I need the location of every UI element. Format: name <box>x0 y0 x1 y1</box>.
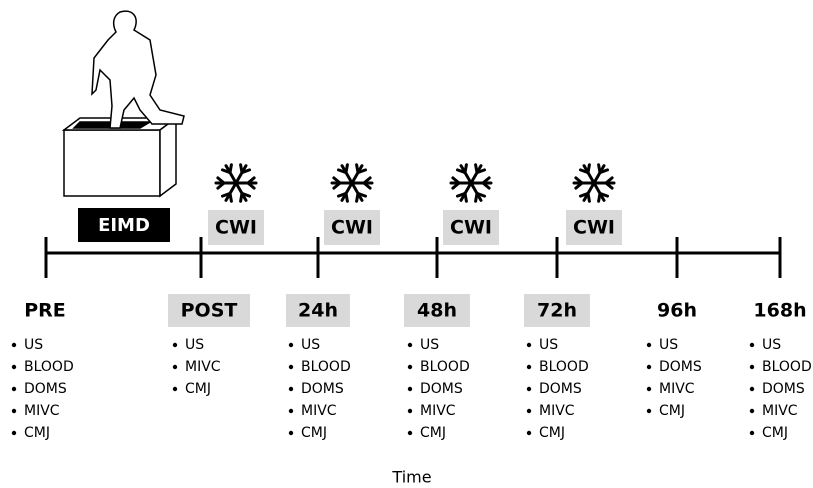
bullet <box>172 364 178 370</box>
measure: US <box>301 337 320 353</box>
cwi-box <box>208 210 264 245</box>
measure: CMJ <box>185 381 211 397</box>
bullet <box>646 364 652 370</box>
measure: MIVC <box>24 403 60 419</box>
measure: MIVC <box>659 381 695 397</box>
measure: CMJ <box>659 403 685 419</box>
bullet <box>646 342 652 348</box>
label-box <box>168 294 250 327</box>
time-label: 96h <box>657 300 697 322</box>
bullet <box>11 430 17 436</box>
bullet <box>288 386 294 392</box>
measure: CMJ <box>301 425 327 441</box>
bullet <box>749 430 755 436</box>
cwi-box <box>324 210 380 245</box>
bullet <box>288 342 294 348</box>
measure: MIVC <box>301 403 337 419</box>
measure: DOMS <box>539 381 582 397</box>
bullet <box>288 364 294 370</box>
bullet <box>288 430 294 436</box>
measure: BLOOD <box>301 359 351 375</box>
cwi-label: CWI <box>573 217 615 239</box>
bullet <box>11 342 17 348</box>
measure: DOMS <box>659 359 702 375</box>
measure: US <box>539 337 558 353</box>
time-label: 48h <box>417 300 457 322</box>
bullet <box>526 364 532 370</box>
snowflake <box>214 163 258 203</box>
bullet <box>749 364 755 370</box>
eimd-box <box>78 208 170 242</box>
bullet <box>526 386 532 392</box>
cwi-label: CWI <box>450 217 492 239</box>
snowflake <box>572 163 616 203</box>
bullet <box>407 342 413 348</box>
measure: MIVC <box>539 403 575 419</box>
measure: US <box>659 337 678 353</box>
bullet <box>407 408 413 414</box>
measure: DOMS <box>301 381 344 397</box>
axis-label: Time <box>391 468 431 487</box>
measure: MIVC <box>185 359 221 375</box>
label-box <box>404 294 470 327</box>
measure: MIVC <box>420 403 456 419</box>
measure: US <box>420 337 439 353</box>
box-illustration <box>61 10 185 198</box>
bullet <box>288 408 294 414</box>
measure: US <box>185 337 204 353</box>
measure: BLOOD <box>420 359 470 375</box>
cwi-box <box>443 210 499 245</box>
bullet <box>172 386 178 392</box>
measure: CMJ <box>420 425 446 441</box>
measure: CMJ <box>24 425 50 441</box>
cwi-label: CWI <box>215 217 257 239</box>
bullet <box>749 342 755 348</box>
bullet <box>11 386 17 392</box>
measure: BLOOD <box>762 359 812 375</box>
cwi-box <box>566 210 622 245</box>
measure: US <box>762 337 781 353</box>
bullet <box>407 386 413 392</box>
bullet <box>749 408 755 414</box>
measure: DOMS <box>420 381 463 397</box>
time-label: PRE <box>24 300 66 322</box>
label-box <box>524 294 590 327</box>
measure: BLOOD <box>539 359 589 375</box>
bullet <box>646 408 652 414</box>
time-label: POST <box>181 300 238 322</box>
bullet <box>407 430 413 436</box>
time-label: 24h <box>298 300 338 322</box>
measure: BLOOD <box>24 359 74 375</box>
eimd-label: EIMD <box>98 215 150 236</box>
bullet <box>526 342 532 348</box>
bullet <box>646 386 652 392</box>
bullet <box>11 408 17 414</box>
cwi-label: CWI <box>331 217 373 239</box>
measure: CMJ <box>762 425 788 441</box>
bullet <box>172 342 178 348</box>
measure: DOMS <box>24 381 67 397</box>
measure: US <box>24 337 43 353</box>
measure: MIVC <box>762 403 798 419</box>
bullet <box>11 364 17 370</box>
time-label: 72h <box>537 300 577 322</box>
snowflake <box>449 163 493 203</box>
label-box <box>286 294 350 327</box>
time-label: 168h <box>753 300 806 322</box>
bullet <box>407 364 413 370</box>
bullet <box>526 408 532 414</box>
measure: DOMS <box>762 381 805 397</box>
measure: CMJ <box>539 425 565 441</box>
bullet <box>526 430 532 436</box>
snowflake <box>330 163 374 203</box>
bullet <box>749 386 755 392</box>
